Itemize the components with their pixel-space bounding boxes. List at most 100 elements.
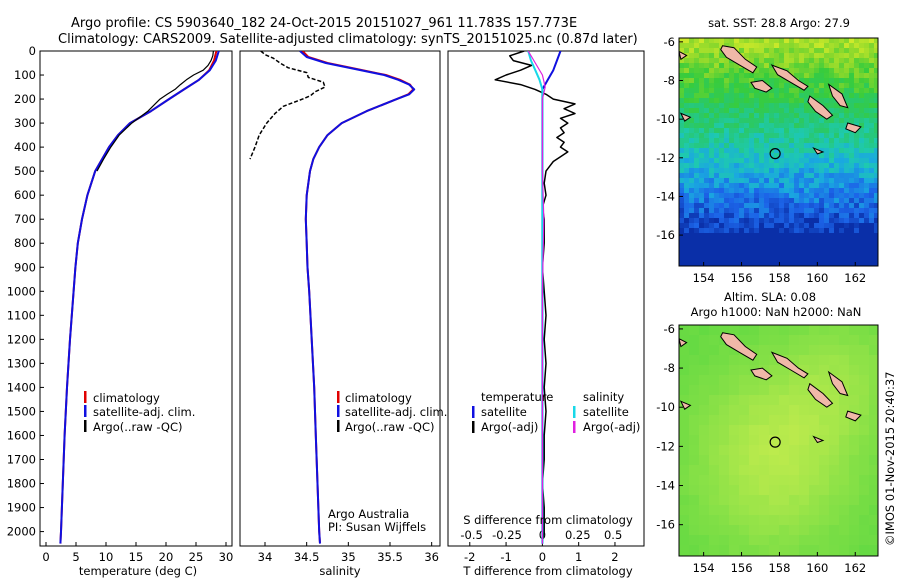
map-cell [724,163,730,169]
map-cell [869,435,878,446]
map-cell [694,38,700,44]
map-cell [804,153,810,159]
map-cell [734,78,740,84]
map-cell [809,375,820,386]
map-cell [859,118,865,124]
map-cell [679,73,685,79]
map-cell [759,138,765,144]
map-cell [819,248,825,254]
map-cell [769,505,780,516]
map-cell [819,465,830,476]
map-cell [789,425,800,436]
map-cell [874,73,878,79]
map-cell [689,68,695,74]
map-cell [849,38,855,44]
map-cell [804,168,810,174]
map-cell [779,38,785,44]
map-cell [849,173,855,179]
map-cell [784,148,790,154]
map-cell [799,178,805,184]
map-cell [844,168,850,174]
map-cell [864,73,870,79]
map-cell [859,103,865,109]
map-cell [734,253,740,259]
map-cell [744,93,750,99]
map-cell [869,163,875,169]
map-cell [689,143,695,149]
map-cell [799,218,805,224]
map-cell [759,58,765,64]
map-cell [709,375,720,386]
map-cell [839,78,845,84]
sla-field [679,325,878,556]
map-cell [869,415,878,426]
map-cell [714,98,720,104]
map-cell [744,153,750,159]
map-cell [769,228,775,234]
map-cell [869,535,878,546]
map-cell [849,168,855,174]
map-cell [849,153,855,159]
map-cell [694,93,700,99]
map-cell [749,43,755,49]
chart-title-line2: Climatology: CARS2009. Satellite-adjuste… [58,32,638,47]
map-cell [704,248,710,254]
map-cell [724,128,730,134]
map-cell [839,545,850,556]
map-cell [789,128,795,134]
difference-plot-frame [447,50,645,547]
map-cell [864,103,870,109]
map-cell [729,345,740,356]
map-cell [824,43,830,49]
map-cell [809,223,815,229]
map-cell [779,375,790,386]
map-cell [809,365,820,376]
map-cell [744,168,750,174]
map-cell [874,108,878,114]
map-cell [819,38,825,44]
map-cell [779,415,790,426]
map-cell [789,153,795,159]
map-cell [804,98,810,104]
map-cell [789,415,800,426]
map-cell [744,98,750,104]
map-cell [799,163,805,169]
map-cell [719,78,725,84]
lon-tick-label: 156 [731,271,753,285]
map-cell [794,88,800,94]
map-cell [699,143,705,149]
map-cell [859,73,865,79]
map-cell [744,133,750,139]
map-cell [739,335,750,346]
map-cell [759,183,765,189]
argo-location-marker [769,436,781,448]
map-cell [719,345,730,356]
map-cell [729,128,735,134]
map-cell [764,208,770,214]
map-cell [834,128,840,134]
map-cell [824,48,830,54]
map-cell [764,263,770,266]
map-cell [819,53,825,59]
map-cell [799,213,805,219]
map-cell [789,203,795,209]
map-cell [689,495,700,506]
map-cell [739,233,745,239]
map-cell [679,515,690,526]
map-cell [814,133,820,139]
map-cell [794,118,800,124]
map-cell [699,123,705,129]
map-cell [774,198,780,204]
map-cell [779,113,785,119]
series-line-s-argo-adj- [527,51,546,544]
lat-tick-label: -14 [656,189,675,203]
map-cell [689,395,700,406]
map-cell [804,138,810,144]
map-cell [874,203,878,209]
map-cell [829,163,835,169]
map-cell [769,465,780,476]
map-cell [859,515,870,526]
map-cell [829,78,835,84]
map-cell [749,113,755,119]
map-cell [729,138,735,144]
